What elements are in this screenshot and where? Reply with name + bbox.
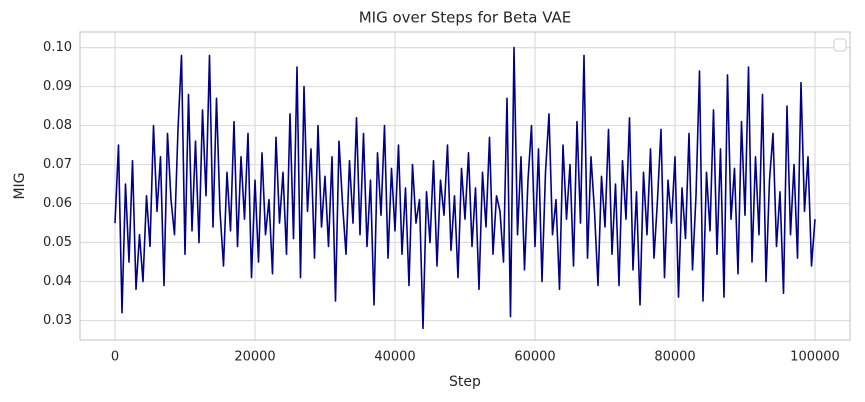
data-line bbox=[114, 46, 816, 330]
x-tick-label: 100000 bbox=[790, 350, 840, 365]
y-tick-label: 0.07 bbox=[43, 157, 72, 172]
y-tick-label: 0.08 bbox=[43, 118, 72, 133]
y-tick-label: 0.05 bbox=[43, 235, 72, 250]
y-tick-label: 0.04 bbox=[43, 274, 72, 289]
y-axis-label: MIG bbox=[12, 172, 28, 199]
x-tick-label: 60000 bbox=[514, 350, 555, 365]
x-tick-label: 20000 bbox=[234, 350, 275, 365]
x-tick-label: 0 bbox=[111, 350, 119, 365]
y-tick-label: 0.03 bbox=[43, 313, 72, 328]
y-tick-label: 0.06 bbox=[43, 196, 72, 211]
y-tick-label: 0.10 bbox=[43, 40, 72, 55]
y-tick-label: 0.09 bbox=[43, 79, 72, 94]
chart-title: MIG over Steps for Beta VAE bbox=[359, 9, 572, 27]
x-tick-label: 80000 bbox=[654, 350, 695, 365]
plot bbox=[114, 46, 816, 330]
plot-frame bbox=[79, 31, 851, 341]
x-tick-label: 40000 bbox=[374, 350, 415, 365]
x-axis-label: Step bbox=[449, 374, 481, 390]
legend-box bbox=[833, 38, 847, 52]
